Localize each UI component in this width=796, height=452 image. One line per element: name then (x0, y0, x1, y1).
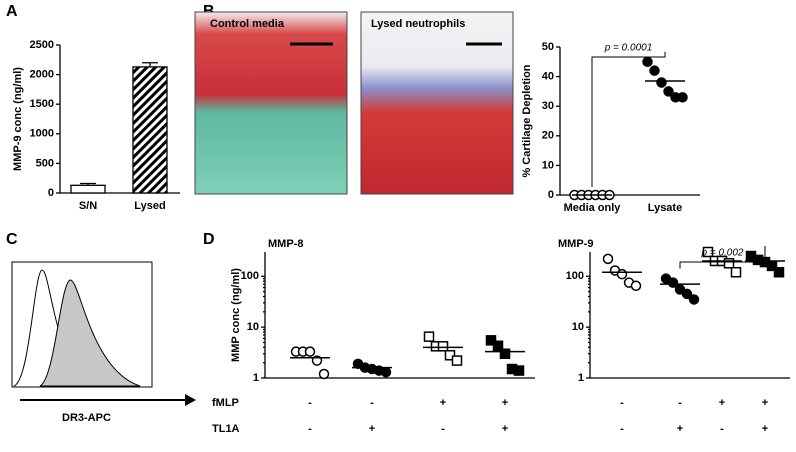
condition-sign: + (762, 397, 768, 409)
y-axis-label: MMP-9 conc (ng/ml) (12, 67, 24, 171)
y-tick-label: 10 (572, 321, 584, 333)
data-point (380, 366, 392, 378)
data-point (730, 266, 742, 278)
y-tick-label: 20 (542, 130, 554, 142)
data-point (423, 331, 435, 342)
data-point (492, 340, 504, 352)
data-point (616, 268, 628, 280)
y-tick-label: 0 (548, 189, 554, 201)
condition-sign: + (502, 423, 508, 435)
x-tick-label: Lysed (134, 200, 165, 212)
chart-title: MMP-8 (268, 238, 303, 250)
data-point (681, 288, 693, 300)
condition-sign: - (308, 397, 312, 409)
data-point (513, 365, 525, 376)
data-point (688, 294, 700, 305)
micrograph: Lysed neutrophils (360, 11, 514, 195)
micrograph: Control media (194, 11, 348, 195)
y-tick-label: 0 (48, 187, 54, 199)
y-tick-label: 2000 (30, 69, 54, 81)
y-tick-label: 100 (566, 270, 584, 282)
data-point (663, 86, 674, 97)
p-value: p = 0.0001 (604, 43, 653, 54)
condition-sign: - (678, 397, 682, 409)
data-point (437, 341, 449, 352)
data-point (451, 355, 463, 366)
flow-histogram: DR3-APC (11, 261, 196, 424)
y-tick-label: 50 (542, 41, 554, 53)
significance-bracket (591, 51, 666, 187)
error-bar (142, 62, 158, 67)
y-tick-label: 1000 (30, 128, 54, 140)
data-point (677, 92, 688, 103)
y-tick-label: 1 (253, 372, 259, 384)
data-point (702, 246, 714, 258)
condition-sign: + (369, 423, 375, 435)
y-tick-label: 2500 (30, 39, 54, 51)
data-point (649, 65, 660, 76)
condition-label: TL1A (212, 423, 240, 435)
data-point (318, 368, 330, 380)
p-value: p = 0.002 (701, 248, 744, 259)
image-caption: Lysed neutrophils (371, 18, 465, 30)
x-tick-label: Lysate (648, 202, 682, 214)
data-point (642, 56, 653, 68)
data-point (304, 346, 316, 357)
panel-label: D (203, 231, 215, 248)
image-caption: Control media (210, 18, 285, 30)
condition-sign: + (502, 397, 508, 409)
y-tick-label: 100 (241, 270, 259, 282)
condition-sign: - (308, 423, 312, 435)
y-tick-label: 10 (542, 159, 554, 171)
y-axis-label: % Cartilage Depletion (521, 64, 533, 177)
y-axis-label: MMP conc (ng/ml) (230, 268, 242, 362)
condition-sign: - (620, 397, 624, 409)
condition-sign: + (677, 423, 683, 435)
condition-sign: - (620, 423, 624, 435)
data-point (602, 253, 614, 265)
y-tick-label: 1 (578, 372, 584, 384)
condition-sign: - (370, 397, 374, 409)
bar (70, 184, 106, 194)
data-point (723, 258, 735, 269)
bar (132, 66, 168, 194)
condition-sign: - (441, 423, 445, 435)
significance-bracket (679, 246, 766, 269)
y-tick-label: 1500 (30, 98, 54, 110)
condition-sign: + (440, 397, 446, 409)
x-tick-label: S/N (79, 200, 97, 212)
y-tick-label: 500 (36, 157, 54, 169)
data-point (499, 348, 511, 359)
data-point (656, 77, 667, 88)
data-point (630, 280, 642, 292)
y-tick-label: 40 (542, 71, 554, 83)
panel-label: C (6, 231, 18, 248)
x-tick-label: Media only (564, 202, 622, 214)
y-tick-label: 30 (542, 100, 554, 112)
condition-sign: + (719, 397, 725, 409)
data-point (667, 277, 679, 288)
condition-sign: + (762, 423, 768, 435)
data-point (773, 266, 785, 278)
error-bar (80, 182, 96, 186)
y-tick-label: 10 (247, 321, 259, 333)
condition-label: fMLP (212, 397, 239, 409)
data-point (444, 350, 456, 361)
panel-label: A (6, 3, 18, 20)
condition-sign: - (720, 423, 724, 435)
data-point (485, 335, 497, 346)
axis-label: DR3-APC (62, 412, 111, 424)
chart-title: MMP-9 (558, 238, 593, 250)
